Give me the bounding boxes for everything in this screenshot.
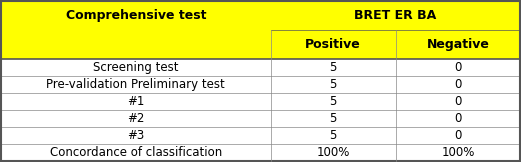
Bar xyxy=(1,127,271,144)
Bar xyxy=(395,93,520,110)
Text: Pre-validation Preliminary test: Pre-validation Preliminary test xyxy=(46,78,225,91)
Text: 0: 0 xyxy=(454,61,462,74)
Text: #3: #3 xyxy=(127,129,144,142)
Bar xyxy=(1,58,271,76)
Bar xyxy=(395,58,520,76)
Text: 100%: 100% xyxy=(441,146,475,159)
Bar xyxy=(271,93,395,110)
Text: 0: 0 xyxy=(454,112,462,125)
Text: #1: #1 xyxy=(127,95,144,108)
Bar xyxy=(271,127,395,144)
Bar xyxy=(395,110,520,127)
Text: 0: 0 xyxy=(454,78,462,91)
Text: Comprehensive test: Comprehensive test xyxy=(66,9,206,22)
Bar xyxy=(395,127,520,144)
Bar xyxy=(395,30,520,58)
Bar xyxy=(1,93,271,110)
Text: Screening test: Screening test xyxy=(93,61,179,74)
Text: 100%: 100% xyxy=(317,146,350,159)
Bar xyxy=(271,30,395,58)
Text: 0: 0 xyxy=(454,129,462,142)
Text: Negative: Negative xyxy=(427,38,489,51)
Text: #2: #2 xyxy=(127,112,144,125)
Bar xyxy=(395,1,520,30)
Bar xyxy=(1,1,271,30)
Text: BRET ER BA: BRET ER BA xyxy=(354,9,437,22)
Bar xyxy=(271,1,395,30)
Bar xyxy=(271,110,395,127)
Text: 5: 5 xyxy=(330,78,337,91)
Text: 5: 5 xyxy=(330,61,337,74)
Text: 5: 5 xyxy=(330,95,337,108)
Bar xyxy=(271,58,395,76)
Bar xyxy=(271,76,395,93)
Bar xyxy=(1,76,271,93)
Text: 0: 0 xyxy=(454,95,462,108)
Text: Concordance of classification: Concordance of classification xyxy=(49,146,222,159)
Text: Positive: Positive xyxy=(305,38,361,51)
Bar xyxy=(271,144,395,161)
Bar xyxy=(1,144,271,161)
Bar xyxy=(1,110,271,127)
Bar xyxy=(395,144,520,161)
Text: 5: 5 xyxy=(330,129,337,142)
Bar xyxy=(395,76,520,93)
Bar xyxy=(1,30,271,58)
Text: 5: 5 xyxy=(330,112,337,125)
